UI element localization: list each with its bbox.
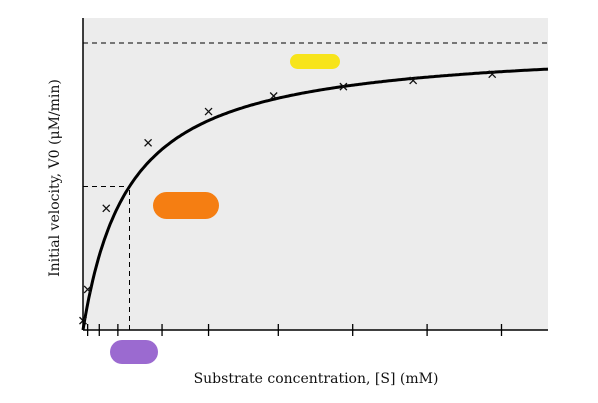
data-point	[339, 82, 348, 91]
data-point	[204, 107, 213, 116]
y-axis-label: Initial velocity, V0 (μM/min)	[47, 79, 63, 277]
data-point	[144, 138, 153, 147]
redaction-km-label	[110, 340, 158, 364]
plot-area	[83, 18, 548, 330]
data-point	[269, 92, 278, 100]
x-axis-label: Substrate concentration, [S] (mM)	[194, 371, 439, 387]
fit-curve	[81, 67, 549, 331]
data-point	[102, 204, 111, 213]
redaction-vmax-label	[290, 54, 340, 69]
redaction-half-vmax-label	[153, 192, 219, 219]
data-point	[409, 76, 418, 85]
data-point	[488, 70, 497, 79]
data-point	[83, 285, 92, 294]
